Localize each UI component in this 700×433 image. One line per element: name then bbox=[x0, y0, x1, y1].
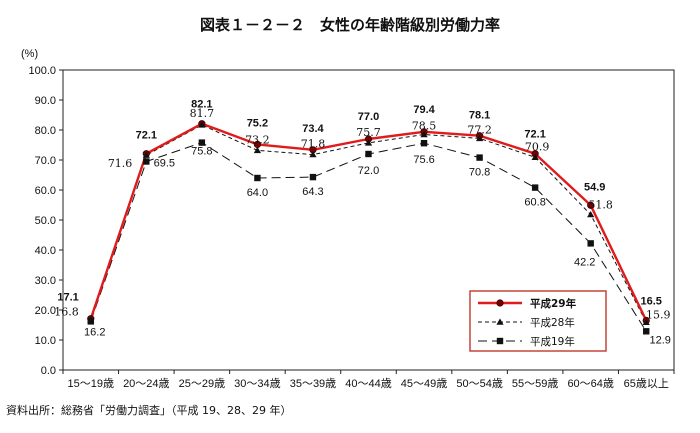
y-tick-label: 0.0 bbox=[41, 365, 56, 377]
data-label-s1: 16.5 bbox=[641, 296, 662, 308]
data-point-s3 bbox=[531, 184, 539, 191]
legend-label-s1: 平成29年 bbox=[530, 297, 577, 310]
data-point-s2 bbox=[364, 139, 373, 146]
x-axis: 15～19歳 20～24歳 25～29歳 30～34歳 35～39歳 40～44歳 45～4… bbox=[62, 370, 675, 390]
data-point-s2 bbox=[142, 151, 150, 158]
data-label-s2: 15.9 bbox=[646, 308, 671, 321]
y-tick-label: 100.0 bbox=[28, 65, 56, 77]
data-label-s2: 81.7 bbox=[190, 107, 215, 120]
data-label-s2: 77.2 bbox=[467, 123, 492, 136]
data-point-s2 bbox=[531, 153, 539, 160]
data-label-s3: 16.2 bbox=[84, 326, 105, 338]
x-tick-label: 60～64歳 bbox=[567, 377, 613, 390]
y-tick-label: 80.0 bbox=[35, 125, 56, 137]
data-label-s2: 51.8 bbox=[588, 199, 613, 212]
data-point-s2 bbox=[587, 211, 595, 218]
y-tick-label: 60.0 bbox=[35, 185, 56, 197]
legend-marker-s2 bbox=[496, 318, 504, 325]
data-label-s1: 75.2 bbox=[247, 117, 268, 129]
data-point-s2 bbox=[420, 130, 428, 138]
data-point-s3 bbox=[365, 150, 372, 158]
x-tick-label: 55～59歳 bbox=[512, 377, 558, 390]
x-tick-label: 65歳以上 bbox=[624, 377, 669, 390]
data-point-s3 bbox=[420, 140, 428, 147]
y-axis: 0.0 10.0 20.0 30.0 40.0 50.0 60.0 70.0 80.0 90.0 1… bbox=[28, 65, 63, 377]
data-labels: 17.1 72.1 82.1 75.2 73.4 77.0 79.4 78.1 72.1 54.9… bbox=[54, 99, 671, 347]
data-point-s2 bbox=[253, 146, 262, 154]
data-label-s3: 70.8 bbox=[469, 167, 490, 179]
data-label-s2: 78.5 bbox=[412, 120, 437, 133]
y-tick-label: 20.0 bbox=[35, 305, 56, 317]
data-point-s2 bbox=[475, 134, 484, 142]
y-tick-label: 10.0 bbox=[35, 335, 56, 347]
data-point-s2 bbox=[198, 121, 206, 128]
y-tick-label: 90.0 bbox=[35, 95, 56, 107]
x-tick-label: 35～39歳 bbox=[290, 377, 336, 390]
data-label-s1: 79.4 bbox=[413, 104, 435, 116]
data-point-s3 bbox=[254, 174, 261, 182]
x-tick-label: 25～29歳 bbox=[179, 377, 225, 390]
x-tick-label: 30～34歳 bbox=[234, 377, 280, 390]
x-tick-label: 20～24歳 bbox=[123, 377, 169, 390]
series-markers bbox=[87, 120, 650, 335]
data-label-s2: 70.9 bbox=[525, 140, 550, 153]
legend-label-s2: 平成28年 bbox=[530, 316, 575, 329]
data-point-s3 bbox=[476, 154, 483, 161]
data-label-s3: 60.8 bbox=[524, 197, 545, 209]
data-point-s3 bbox=[198, 139, 206, 146]
data-label-s1: 17.1 bbox=[57, 292, 78, 304]
data-point-s3 bbox=[587, 240, 594, 247]
data-label-s2: 71.8 bbox=[301, 138, 326, 151]
data-label-s2: 75.7 bbox=[356, 126, 381, 139]
data-label-s1: 54.9 bbox=[584, 181, 605, 193]
data-label-s3: 64.3 bbox=[302, 186, 323, 198]
source-note: 資料出所：総務省「労働力調査」（平成 19、28、29 年） bbox=[6, 403, 291, 417]
data-point-s3 bbox=[309, 173, 317, 181]
chart-title: 図表１－２－２ 女性の年齢階級別労働力率 bbox=[200, 16, 500, 34]
y-tick-label: 30.0 bbox=[35, 275, 56, 287]
y-tick-label: 70.0 bbox=[35, 155, 56, 167]
x-tick-label: 15～19歳 bbox=[68, 377, 114, 390]
data-label-s3: 42.2 bbox=[574, 256, 595, 268]
data-label-s2: 71.6 bbox=[108, 157, 133, 170]
legend-marker-s1 bbox=[496, 299, 504, 307]
legend-marker-s3 bbox=[496, 337, 504, 345]
data-point-s2 bbox=[309, 151, 317, 158]
x-tick-label: 45～49歳 bbox=[401, 377, 447, 390]
data-label-s2: 73.2 bbox=[245, 133, 270, 146]
data-label-s1: 73.4 bbox=[302, 123, 324, 135]
data-label-s1: 78.1 bbox=[469, 110, 490, 122]
data-label-s3: 12.9 bbox=[650, 334, 671, 346]
data-label-s3: 75.6 bbox=[413, 154, 434, 166]
data-label-s3: 75.8 bbox=[191, 146, 212, 158]
data-point-s3 bbox=[643, 328, 650, 335]
y-tick-label: 40.0 bbox=[35, 245, 56, 257]
data-label-s1: 72.1 bbox=[524, 129, 545, 141]
y-axis-unit: (%) bbox=[21, 48, 38, 60]
data-label-s3: 64.0 bbox=[247, 187, 268, 199]
data-point-s3 bbox=[143, 158, 150, 165]
data-point-s2 bbox=[642, 318, 650, 325]
x-tick-label: 40～44歳 bbox=[345, 377, 391, 390]
data-point-s1 bbox=[587, 201, 595, 209]
data-point-s3 bbox=[87, 318, 94, 325]
data-label-s2: 16.8 bbox=[54, 306, 79, 319]
y-tick-label: 50.0 bbox=[35, 215, 56, 227]
data-label-s1: 72.1 bbox=[136, 130, 157, 142]
data-label-s3: 69.5 bbox=[154, 158, 175, 170]
x-tick-label: 50～54歳 bbox=[456, 377, 502, 390]
data-label-s1: 77.0 bbox=[358, 111, 379, 123]
data-label-s1: 82.1 bbox=[191, 99, 212, 111]
legend-label-s3: 平成19年 bbox=[530, 335, 575, 348]
data-label-s3: 72.0 bbox=[358, 165, 379, 177]
